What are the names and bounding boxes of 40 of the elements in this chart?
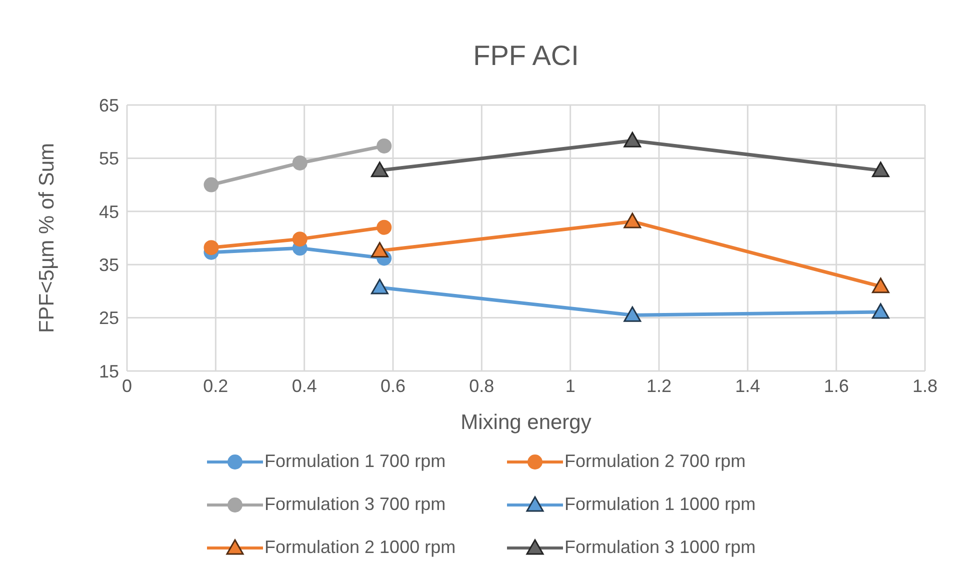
legend-label: Formulation 1 700 rpm: [264, 451, 446, 472]
x-tick-label: 0.8: [469, 376, 494, 396]
x-tick-label: 0: [122, 376, 132, 396]
legend-label: Formulation 2 700 rpm: [564, 451, 746, 472]
point: [872, 278, 890, 294]
point: [624, 132, 642, 148]
y-tick-label: 15: [98, 361, 119, 382]
point: [376, 220, 392, 235]
x-tick-label: 0.6: [380, 376, 406, 396]
legend-label: Formulation 3 1000 rpm: [564, 537, 756, 558]
y-tick-label: 55: [98, 148, 119, 169]
point: [204, 177, 219, 192]
point: [370, 242, 388, 258]
x-tick-label: 1.2: [646, 376, 672, 396]
point: [370, 278, 388, 294]
y-tick-label: 45: [98, 202, 119, 222]
y-tick-label: 65: [98, 95, 119, 116]
point: [204, 240, 219, 256]
x-tick-label: 1.8: [912, 376, 938, 396]
x-tick-label: 1: [565, 376, 576, 396]
point: [292, 155, 308, 170]
point: [370, 162, 388, 178]
x-tick-label: 1.6: [824, 376, 849, 396]
point: [624, 212, 642, 228]
point: [872, 303, 890, 319]
x-axis-title: Mixing energy: [460, 411, 592, 434]
point: [292, 232, 308, 247]
legend-label: Formulation 3 700 rpm: [264, 494, 446, 515]
legend-label: Formulation 2 1000 rpm: [264, 537, 456, 558]
legend-label: Formulation 1 1000 rpm: [564, 494, 756, 515]
point: [376, 138, 392, 154]
y-tick-label: 35: [98, 254, 119, 275]
y-axis-title: FPF<5µm % of Sum: [35, 142, 58, 334]
y-tick-label: 25: [98, 308, 119, 328]
x-tick-label: 0.4: [292, 376, 317, 396]
point: [872, 162, 890, 178]
point: [624, 306, 642, 322]
x-tick-label: 0.2: [203, 376, 228, 396]
x-tick-label: 1.4: [735, 376, 760, 396]
chart-title: FPF ACI: [472, 40, 580, 72]
